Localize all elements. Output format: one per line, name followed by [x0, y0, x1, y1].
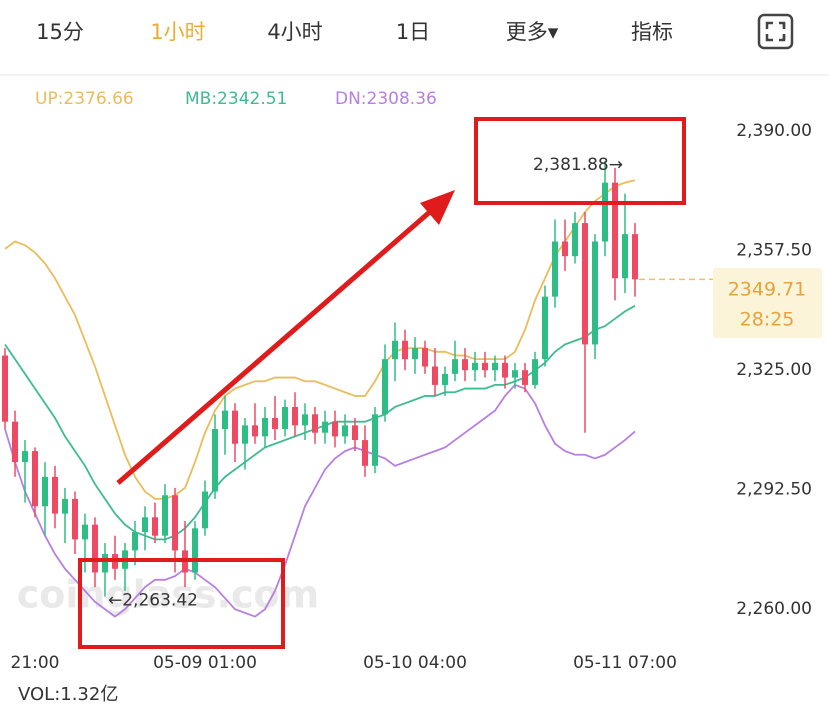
x-tick-label: 05-11 07:00: [573, 653, 677, 673]
candle-body: [272, 418, 278, 430]
candle-body: [592, 241, 598, 345]
candle-body: [202, 491, 208, 529]
candle-body: [442, 373, 448, 385]
candle-body: [172, 495, 178, 551]
candle-body: [302, 414, 308, 426]
trend-arrow: [116, 190, 455, 485]
tab[interactable]: 1日: [396, 20, 430, 44]
candle-body: [332, 421, 338, 437]
candle-body: [52, 476, 58, 514]
candle-body: [422, 348, 428, 367]
band-line: [4, 179, 636, 500]
min-annotation: ←2,263.42: [108, 591, 198, 611]
candle-body: [512, 370, 518, 378]
candle-body: [402, 340, 408, 360]
candle-body: [372, 414, 378, 466]
candle-body: [342, 425, 348, 437]
tab-active[interactable]: 1小时: [150, 20, 205, 44]
x-tick-label: 05-09 01:00: [153, 653, 257, 673]
candle-body: [212, 429, 218, 492]
countdown: 28:25: [740, 309, 795, 331]
candle-body: [482, 362, 488, 371]
candle-body: [262, 418, 268, 437]
candle-body: [352, 425, 358, 441]
candle-body: [632, 234, 638, 280]
y-tick-label: 2,292.50: [736, 480, 812, 500]
candle-body: [322, 421, 328, 433]
candle-body: [362, 440, 368, 466]
candle-body: [62, 498, 68, 514]
candle-body: [192, 528, 198, 573]
candle-body: [622, 234, 628, 279]
y-tick-label: 2,325.00: [736, 360, 812, 380]
legend-entry: UP:2376.66: [35, 89, 134, 109]
band-line: [4, 383, 636, 618]
candle-body: [582, 223, 588, 345]
fullscreen-icon[interactable]: [757, 13, 794, 50]
candle-body: [312, 414, 318, 433]
volume-label: VOL:1.32亿: [18, 684, 118, 705]
legend-entry: DN:2308.36: [335, 89, 437, 109]
candle-body: [602, 182, 608, 242]
candle-body: [252, 425, 258, 437]
price-box: [713, 268, 822, 338]
highlight-boxes: [78, 117, 686, 649]
candle-body: [462, 359, 468, 371]
watermark: coinglass.com: [17, 573, 319, 617]
candle-body: [452, 359, 458, 374]
legend-entry: MB:2342.51: [185, 89, 287, 109]
candle-body: [132, 532, 138, 551]
candle-body: [42, 476, 48, 507]
candle-body: [432, 366, 438, 385]
tab[interactable]: 指标: [631, 20, 673, 44]
candle-body: [502, 362, 508, 378]
candle-body: [392, 340, 398, 360]
candle-body: [542, 296, 548, 360]
tab[interactable]: 4小时: [267, 20, 322, 44]
max-annotation: 2,381.88→: [533, 155, 623, 175]
candle-body: [162, 495, 168, 536]
y-tick-label: 2,357.50: [736, 241, 812, 261]
candle-body: [32, 451, 38, 507]
candle-body: [142, 517, 148, 532]
tab[interactable]: 15分: [36, 20, 84, 44]
candle-body: [572, 223, 578, 257]
candle-body: [552, 241, 558, 297]
candle-body: [292, 406, 298, 426]
candle-body: [92, 524, 98, 573]
candle-body: [532, 359, 538, 385]
candle-body: [82, 524, 88, 540]
candle-body: [492, 362, 498, 371]
candle-body: [2, 355, 8, 422]
y-tick-label: 2,260.00: [736, 599, 812, 619]
candle-body: [22, 451, 28, 463]
last-price: 2349.71: [728, 279, 807, 301]
candle-body: [222, 410, 228, 430]
candle-body: [12, 421, 18, 463]
candle-body: [282, 406, 288, 430]
candle-body: [232, 410, 238, 444]
candle-body: [152, 517, 158, 536]
candle-body: [562, 241, 568, 257]
candle-body: [382, 359, 388, 415]
candle-body: [612, 182, 618, 279]
candle-body: [242, 425, 248, 444]
candle-body: [472, 362, 478, 371]
candle-body: [72, 498, 78, 540]
y-tick-label: 2,390.00: [736, 121, 812, 141]
x-tick-label: 21:00: [11, 653, 60, 673]
candle-body: [522, 370, 528, 385]
band-line: [4, 305, 636, 541]
candle-body: [412, 348, 418, 360]
candle-body: [102, 554, 108, 573]
tab[interactable]: 更多▾: [506, 20, 559, 44]
x-tick-label: 05-10 04:00: [363, 653, 467, 673]
